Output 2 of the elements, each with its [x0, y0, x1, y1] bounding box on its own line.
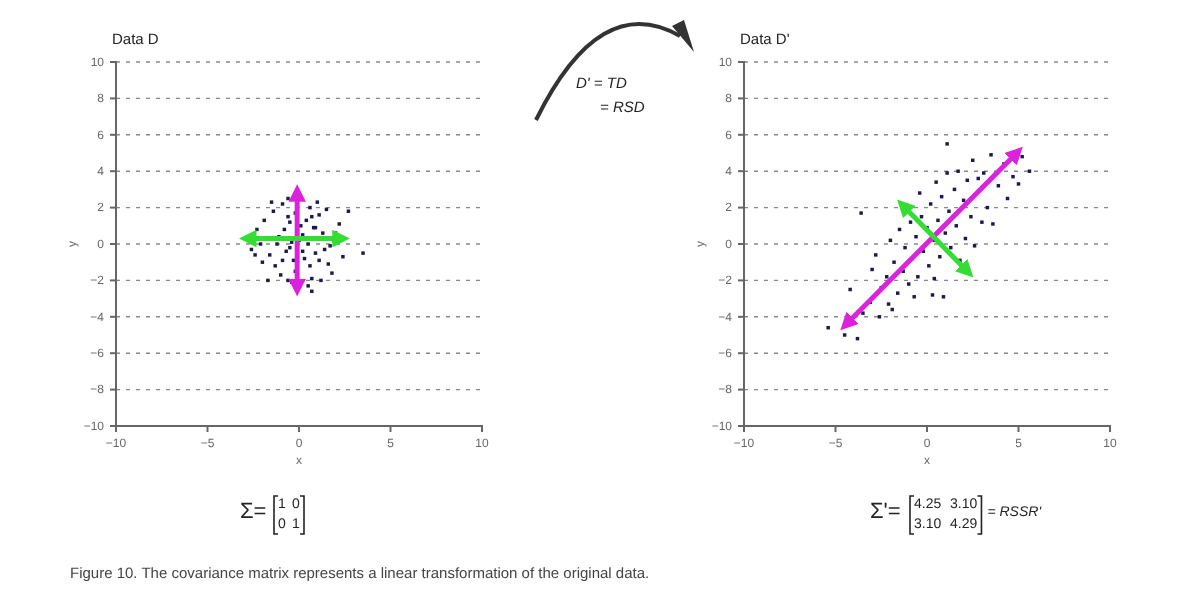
text: Σ= — [240, 500, 267, 524]
text: Σ'= — [870, 500, 901, 524]
